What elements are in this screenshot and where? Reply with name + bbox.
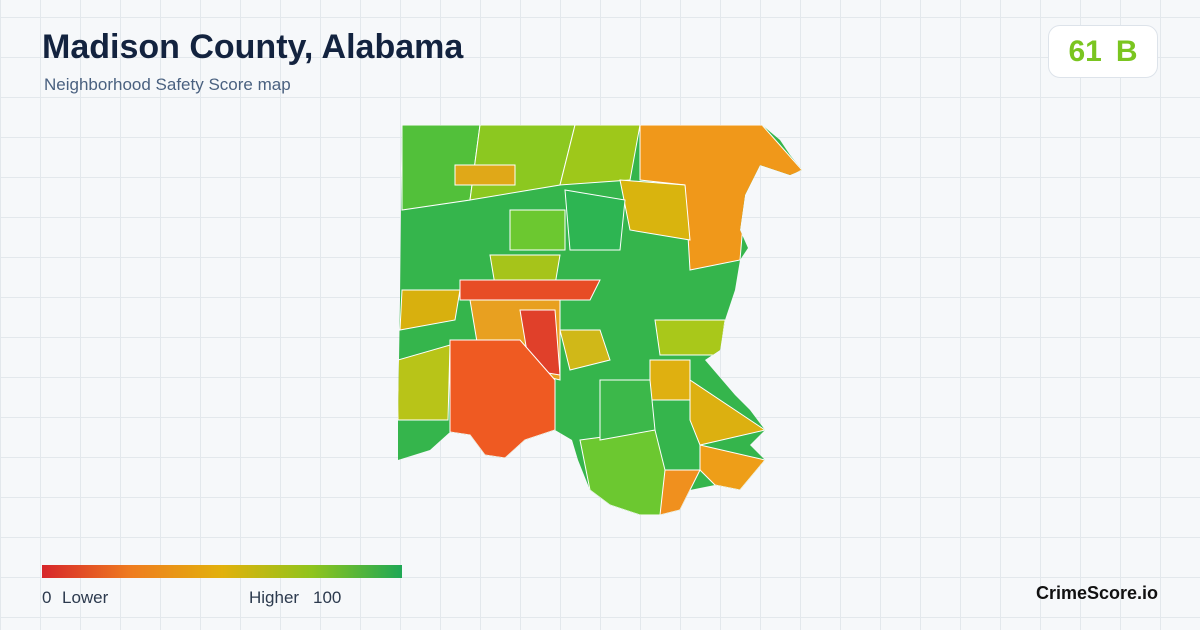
title: Madison County, Alabama xyxy=(42,28,464,66)
legend-max-label: Higher xyxy=(249,588,300,607)
legend-min: 0 xyxy=(42,588,52,607)
legend-max: 100 xyxy=(313,588,342,607)
brand: CrimeScore.io xyxy=(1035,583,1158,603)
score-grade: B xyxy=(1115,34,1138,68)
legend-min-label: Lower xyxy=(62,588,109,607)
legend-gradient xyxy=(42,565,402,578)
county-regions xyxy=(398,125,802,515)
subtitle: Neighborhood Safety Score map xyxy=(44,75,291,94)
score-value: 61 xyxy=(1068,34,1102,68)
score-badge: 61 B xyxy=(1048,25,1158,78)
